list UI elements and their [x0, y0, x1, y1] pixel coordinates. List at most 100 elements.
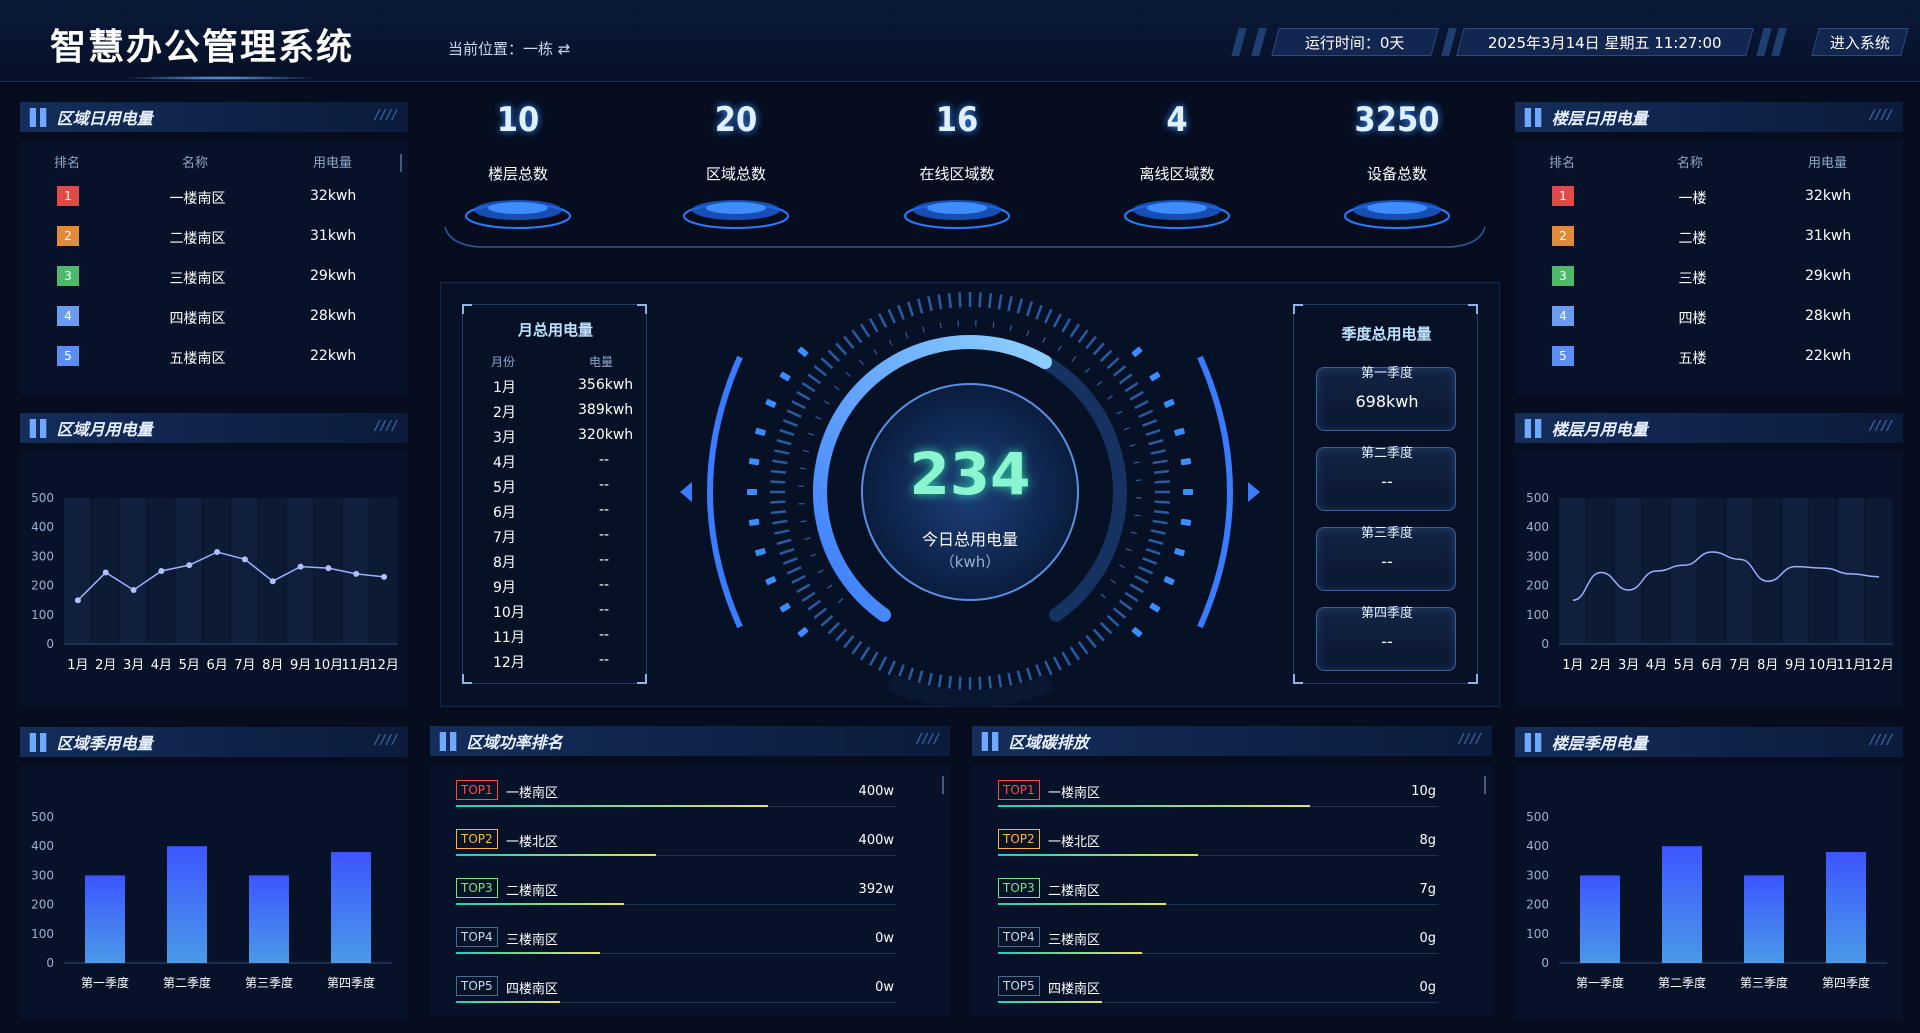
- x-tick-label: 4月: [151, 658, 172, 673]
- table-row: 5 五楼南区 22kwh: [20, 340, 400, 370]
- item-value: 0g: [1419, 980, 1436, 995]
- month-row: 6月 --: [463, 502, 648, 524]
- gauge-dots: [747, 346, 1193, 638]
- stat-value: 16: [935, 100, 979, 140]
- gauge-inner-ticks: [798, 320, 1142, 603]
- stripes-icon: ////: [1870, 733, 1893, 748]
- row-value: 29kwh: [1805, 268, 1852, 284]
- bar: [1580, 875, 1620, 963]
- plot-band: [370, 498, 397, 644]
- month-value: 389kwh: [578, 402, 634, 418]
- top-badge: TOP4: [998, 927, 1040, 947]
- table-row: 2 二楼南区 31kwh: [20, 220, 400, 250]
- rank-badge: 5: [1552, 346, 1574, 366]
- season-name: 第四季度: [1360, 606, 1413, 621]
- item-value: 8g: [1419, 833, 1436, 848]
- y-tick-label: 300: [1526, 868, 1549, 882]
- panel-header-carbon-rank: ▌▌ 区域碳排放 ////: [972, 726, 1492, 756]
- row-name: 二楼: [1678, 231, 1707, 247]
- month-row: 4月 --: [463, 452, 648, 474]
- header-stripe: [1251, 28, 1267, 56]
- item-name: 二楼南区: [1048, 884, 1101, 899]
- x-tick-label: 3月: [123, 658, 144, 673]
- table-row: 4 四楼南区 28kwh: [20, 300, 400, 330]
- month-row: 11月 --: [463, 627, 648, 649]
- scrollbar[interactable]: [400, 154, 402, 172]
- stat-pedestal-icon: [904, 200, 1010, 229]
- month-label: 2月: [493, 405, 516, 421]
- month-value: --: [599, 552, 610, 568]
- row-value: 31kwh: [310, 228, 357, 244]
- month-label: 4月: [493, 455, 516, 471]
- progress-track: [456, 1002, 896, 1003]
- x-tick-label: 第一季度: [81, 975, 129, 990]
- bars-icon: ▌▌: [982, 731, 1005, 751]
- bar: [1826, 852, 1866, 963]
- rank-badge: 2: [57, 226, 79, 246]
- panel-title: 区域季用电量: [56, 734, 153, 753]
- top-badge: TOP5: [456, 976, 498, 996]
- month-label: 9月: [493, 580, 516, 596]
- scrollbar[interactable]: [942, 776, 944, 794]
- month-row: 7月 --: [463, 527, 648, 549]
- right-bracket: [1197, 355, 1233, 629]
- stat-pedestal-icon: [1344, 200, 1450, 229]
- row-value: 32kwh: [1805, 188, 1852, 204]
- progress-track: [456, 855, 896, 856]
- bar: [85, 875, 125, 963]
- y-tick-label: 0: [46, 637, 54, 651]
- location-switch[interactable]: 当前位置：一栋 ⇄: [448, 40, 571, 58]
- top-badge: TOP5: [998, 976, 1040, 996]
- bars-icon: ▌▌: [440, 731, 463, 751]
- area-daily-table: 排名 名称 用电量 1 一楼南区 32kwh 2 二楼南区 31kwh 3 三楼南区 29kwh…: [20, 140, 408, 395]
- bar: [331, 852, 371, 963]
- plot-band: [1726, 498, 1753, 644]
- table-row: 4 四楼 28kwh: [1515, 300, 1895, 330]
- corner-decoration: [462, 674, 472, 684]
- enter-system-label: 进入系统: [1829, 33, 1890, 52]
- progress-bar: [998, 903, 1166, 905]
- y-tick-label: 100: [1526, 927, 1549, 941]
- month-value: --: [599, 452, 610, 468]
- row-value: 32kwh: [310, 188, 357, 204]
- row-value: 22kwh: [310, 348, 357, 364]
- col-value-header: 用电量: [313, 156, 353, 171]
- season-card: 第四季度 --: [1316, 606, 1456, 671]
- enter-system-button[interactable]: 进入系统: [1811, 28, 1909, 56]
- rank-badge: 1: [57, 186, 79, 206]
- gauge-unit: （kwh）: [939, 553, 1001, 571]
- y-tick-label: 100: [31, 608, 54, 622]
- progress-track: [998, 855, 1438, 856]
- y-tick-label: 0: [1541, 637, 1549, 651]
- header-stripe: [1231, 28, 1247, 56]
- table-row: 1 一楼 32kwh: [1515, 180, 1895, 210]
- row-value: 31kwh: [1805, 228, 1852, 244]
- season-name: 第一季度: [1360, 366, 1413, 381]
- row-name: 三楼: [1678, 271, 1707, 287]
- plot-band: [1837, 498, 1865, 644]
- gauge-value: 234: [909, 440, 1031, 508]
- row-value: 28kwh: [1805, 308, 1852, 324]
- bar: [1744, 875, 1784, 963]
- col-power-header: 电量: [589, 355, 614, 369]
- list-item: TOP3 二楼南区 392w: [430, 878, 950, 918]
- left-bracket: [707, 355, 743, 629]
- season-value: --: [1381, 472, 1393, 491]
- data-point: [130, 586, 137, 593]
- row-name: 一楼: [1678, 191, 1707, 207]
- month-row: 8月 --: [463, 552, 648, 574]
- progress-track: [998, 1002, 1438, 1003]
- bars-icon: ▌▌: [30, 732, 53, 752]
- floor-season-chart-panel: 0 100 200 300 400 500 第一季度 第二季度 第三季度 第四季度: [1515, 765, 1903, 1020]
- season-card: 第三季度 --: [1316, 526, 1456, 591]
- data-point: [74, 597, 81, 604]
- y-tick-label: 200: [1526, 898, 1549, 912]
- top-badge: TOP4: [456, 927, 498, 947]
- plot-band: [1698, 498, 1725, 644]
- scrollbar[interactable]: [1484, 776, 1486, 794]
- rank-badge: 1: [1552, 186, 1574, 206]
- left-arrow-icon: [680, 482, 692, 502]
- month-label: 3月: [493, 430, 516, 446]
- season-card: 第一季度 698kwh: [1316, 366, 1456, 431]
- stripes-icon: ////: [917, 732, 940, 747]
